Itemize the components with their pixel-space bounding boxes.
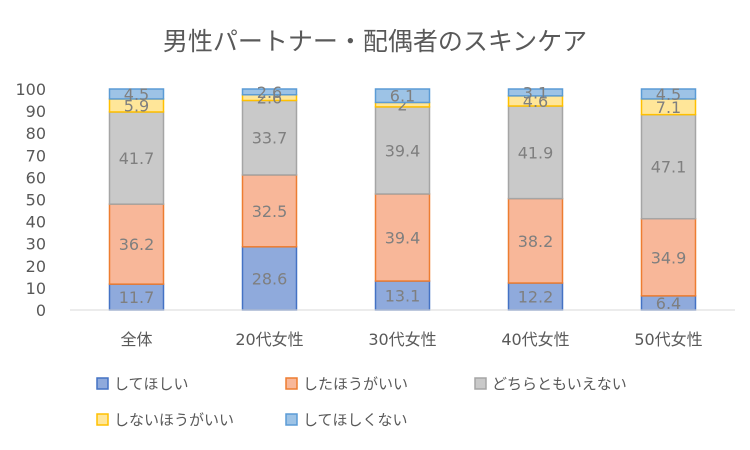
legend-swatch <box>285 377 298 390</box>
data-label: 33.7 <box>252 129 288 148</box>
x-axis: 全体 20代女性 30代女性 40代女性 50代女性 <box>70 309 735 349</box>
category-label: 50代女性 <box>634 330 702 349</box>
chart-title: 男性パートナー・配偶者のスキンケア <box>163 27 587 56</box>
data-label: 13.1 <box>385 287 421 306</box>
data-label: 4.6 <box>523 92 548 111</box>
y-tick-label: 30 <box>26 235 46 254</box>
bar-segment <box>241 99 298 176</box>
data-label: 34.9 <box>651 248 687 267</box>
legend-label: したほうがいい <box>303 375 408 393</box>
data-label: 12.2 <box>518 288 554 307</box>
data-label: 6.4 <box>656 294 681 313</box>
y-tick-label: 90 <box>26 102 46 121</box>
bar-segment <box>640 88 697 100</box>
data-label: 39.4 <box>385 229 421 248</box>
bar-segment <box>374 193 431 282</box>
bars: 11.736.241.75.94.528.632.533.72.62.613.1… <box>108 83 697 313</box>
y-tick-label: 100 <box>15 80 46 99</box>
data-label: 2 <box>397 96 407 115</box>
data-label: 6.1 <box>390 87 415 106</box>
y-tick-label: 0 <box>36 301 46 320</box>
data-label: 7.1 <box>656 98 681 117</box>
data-label: 41.9 <box>518 143 554 162</box>
legend-label: してほしい <box>114 375 189 393</box>
y-tick-label: 40 <box>26 213 46 232</box>
bar-segment <box>108 88 165 100</box>
bar-segment <box>241 174 298 248</box>
legend-swatch <box>96 413 109 426</box>
data-label: 38.2 <box>518 232 554 251</box>
bar-segment <box>507 105 564 200</box>
y-tick-label: 10 <box>26 279 46 298</box>
legend-swatch <box>285 413 298 426</box>
bar-segment <box>241 88 298 96</box>
legend-swatch <box>96 377 109 390</box>
data-label: 3.1 <box>523 83 548 102</box>
data-label: 4.5 <box>656 85 681 104</box>
data-label: 32.5 <box>252 202 288 221</box>
category-label: 30代女性 <box>368 330 436 349</box>
bar-segment <box>640 113 697 220</box>
bar-segment <box>108 203 165 285</box>
y-tick-label: 60 <box>26 168 46 187</box>
category-label: 40代女性 <box>501 330 569 349</box>
data-label: 36.2 <box>119 235 155 254</box>
y-tick-label: 80 <box>26 124 46 143</box>
y-axis: 0 10 20 30 40 50 60 70 80 90 100 <box>15 80 46 320</box>
data-label: 28.6 <box>252 269 288 288</box>
category-label: 全体 <box>120 330 152 349</box>
legend-label: しないほうがいい <box>114 411 234 429</box>
legend-label: どちらともいえない <box>492 375 627 393</box>
data-label: 39.4 <box>385 141 421 160</box>
category-label: 20代女性 <box>235 330 303 349</box>
bar-segment <box>507 88 564 97</box>
bar-segment <box>640 217 697 297</box>
data-label: 41.7 <box>119 149 155 168</box>
data-label: 47.1 <box>651 158 687 177</box>
data-label: 4.5 <box>124 85 149 104</box>
bar-segment <box>374 280 431 311</box>
data-label: 11.7 <box>119 288 155 307</box>
data-label: 5.9 <box>124 96 149 115</box>
legend-label: してほしくない <box>303 411 408 429</box>
bar-segment <box>374 106 431 195</box>
legend-swatch <box>474 377 487 390</box>
bar-segment <box>507 197 564 284</box>
y-tick-label: 70 <box>26 146 46 165</box>
data-label: 2.6 <box>257 83 282 102</box>
y-tick-label: 50 <box>26 191 46 210</box>
y-tick-label: 20 <box>26 257 46 276</box>
bar-segment <box>374 88 431 104</box>
